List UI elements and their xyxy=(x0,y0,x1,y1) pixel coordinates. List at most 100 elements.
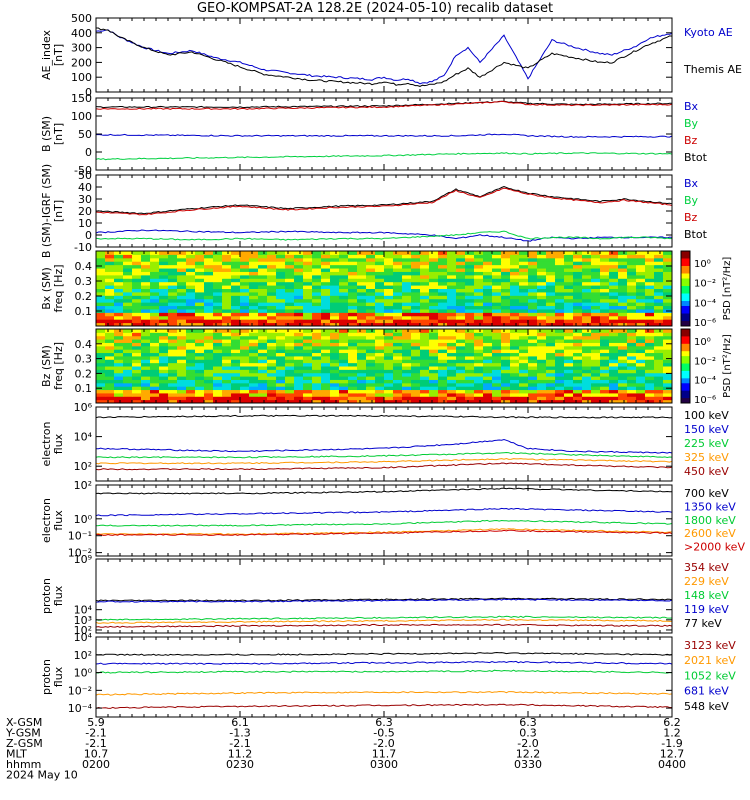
spectrogram-cell xyxy=(492,264,502,269)
spectrogram-cell xyxy=(267,372,277,377)
spectrogram-cell xyxy=(483,257,493,262)
spectrogram-cell xyxy=(96,335,106,340)
spectrogram-cell xyxy=(168,291,178,296)
spectrogram-cell xyxy=(159,369,169,374)
spectrogram-cell xyxy=(330,332,340,337)
spectrogram-cell xyxy=(258,298,268,303)
spectrogram-cell xyxy=(465,285,475,289)
spectrogram-cell xyxy=(114,322,124,327)
spectrogram-cell xyxy=(447,329,457,333)
spectrogram-cell xyxy=(654,302,664,307)
spectrogram-cell xyxy=(510,315,520,320)
spectrogram-cell xyxy=(276,399,286,404)
spectrogram-cell xyxy=(294,261,304,266)
spectrogram-cell xyxy=(321,352,331,357)
spectrogram-cell xyxy=(645,264,655,269)
spectrogram-cell xyxy=(330,315,340,320)
spectrogram-cell xyxy=(654,376,664,380)
spectrogram-cell xyxy=(276,251,286,255)
footer-row-label: X-GSM xyxy=(6,716,42,729)
spectrogram-cell xyxy=(123,359,133,364)
spectrogram-cell xyxy=(303,288,313,293)
spectrogram-cell xyxy=(636,274,646,279)
spectrogram-cell xyxy=(276,254,286,259)
spectrogram-cell xyxy=(564,295,574,300)
spectrogram-cell xyxy=(177,342,187,347)
colorbar-cell xyxy=(681,370,690,374)
spectrogram-cell xyxy=(465,291,475,296)
spectrogram-cell xyxy=(123,254,133,259)
spectrogram-cell xyxy=(447,295,457,300)
spectrogram-cell xyxy=(519,271,529,276)
spectrogram-cell xyxy=(654,271,664,276)
spectrogram-cell xyxy=(303,322,313,327)
colorbar-cell xyxy=(681,329,690,332)
spectrogram-cell xyxy=(546,302,556,307)
spectrogram-cell xyxy=(375,315,385,320)
spectrogram-cell xyxy=(195,332,205,337)
spectrogram-cell xyxy=(195,295,205,300)
spectrogram-cell xyxy=(132,355,142,360)
spectrogram-cell xyxy=(456,352,466,357)
spectrogram-cell xyxy=(492,319,502,324)
spectrogram-cell xyxy=(276,288,286,293)
spectrogram-cell xyxy=(465,369,475,374)
spectrogram-cell xyxy=(474,305,484,310)
spectrogram-cell xyxy=(294,312,304,317)
spectrogram-cell xyxy=(240,264,250,269)
legend-entry: 354 keV xyxy=(684,561,729,574)
colorbar-cell xyxy=(681,333,690,337)
spectrogram-cell xyxy=(474,359,484,364)
spectrogram-cell xyxy=(348,335,358,340)
spectrogram-cell xyxy=(393,281,403,286)
spectrogram-cell xyxy=(141,335,151,340)
spectrogram-cell xyxy=(519,291,529,296)
spectrogram-cell xyxy=(483,379,493,384)
spectrogram-cell xyxy=(492,386,502,391)
spectrogram-cell xyxy=(204,369,214,374)
spectrogram-cell xyxy=(195,349,205,354)
spectrogram-cell xyxy=(573,386,583,391)
spectrogram-cell xyxy=(375,291,385,296)
spectrogram-cell xyxy=(510,382,520,387)
spectrogram-cell xyxy=(546,264,556,269)
spectrogram-cell xyxy=(420,264,430,269)
spectrogram-cell xyxy=(375,251,385,255)
spectrogram-cell xyxy=(501,355,511,360)
spectrogram-cell xyxy=(321,278,331,283)
spectrogram-cell xyxy=(492,322,502,327)
spectrogram-cell xyxy=(330,339,340,343)
spectrogram-cell xyxy=(528,342,538,347)
spectrogram-cell xyxy=(357,251,367,255)
spectrogram-cell xyxy=(537,369,547,374)
spectrogram-cell xyxy=(330,376,340,380)
spectrogram-cell xyxy=(618,399,628,404)
spectrogram-cell xyxy=(348,254,358,259)
spectrogram-cell xyxy=(195,322,205,327)
spectrogram-cell xyxy=(114,329,124,333)
spectrogram-cell xyxy=(474,271,484,276)
spectrogram-cell xyxy=(582,315,592,320)
spectrogram-cell xyxy=(600,332,610,337)
spectrogram-cell xyxy=(249,285,259,289)
spectrogram-cell xyxy=(186,359,196,364)
spectrogram-cell xyxy=(366,291,376,296)
spectrogram-cell xyxy=(384,305,394,310)
spectrogram-cell xyxy=(213,379,223,384)
colorbar-tick-label: 10⁰ xyxy=(694,337,711,348)
spectrogram-cell xyxy=(321,291,331,296)
spectrogram-cell xyxy=(393,349,403,354)
spectrogram-cell xyxy=(204,308,214,313)
spectrogram-cell xyxy=(411,291,421,296)
spectrogram-cell xyxy=(177,254,187,259)
spectrogram-cell xyxy=(285,369,295,374)
spectrogram-cell xyxy=(636,372,646,377)
spectrogram-cell xyxy=(267,264,277,269)
spectrogram-cell xyxy=(483,329,493,333)
spectrogram-cell xyxy=(402,264,412,269)
spectrogram-cell xyxy=(276,285,286,289)
spectrogram-cell xyxy=(348,389,358,394)
spectrogram-cell xyxy=(240,257,250,262)
spectrogram-cell xyxy=(438,257,448,262)
spectrogram-cell xyxy=(537,376,547,380)
